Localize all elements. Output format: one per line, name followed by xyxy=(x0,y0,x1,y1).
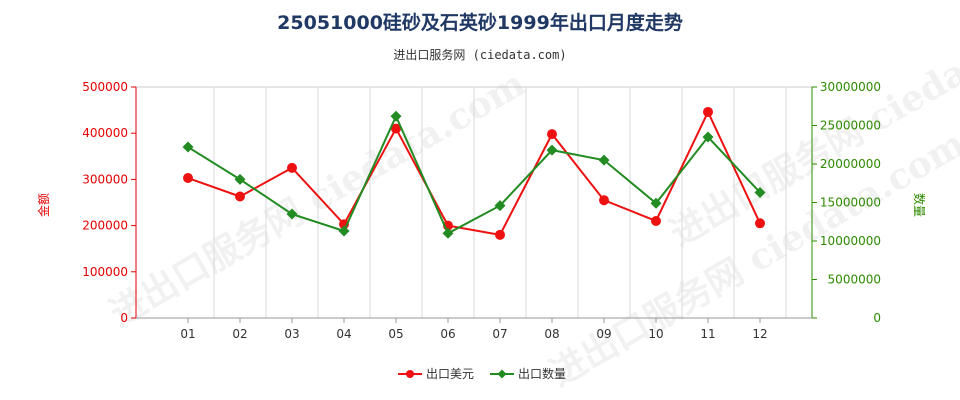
series-1-point xyxy=(183,173,193,184)
y-right-axis-label: 数量 xyxy=(912,193,927,217)
y-left-tick-label: 0 xyxy=(120,311,128,325)
y-right-tick-label: 25000000 xyxy=(820,119,881,133)
series-1-point xyxy=(287,162,297,173)
x-tick-label: 10 xyxy=(648,327,663,341)
x-tick-label: 12 xyxy=(752,327,767,341)
x-tick-label: 05 xyxy=(388,327,403,341)
x-tick-label: 07 xyxy=(492,327,507,341)
series-2-point xyxy=(390,110,402,122)
y-right-tick-label: 0 xyxy=(873,311,881,325)
series-2-point xyxy=(182,141,194,153)
series-1-point xyxy=(755,218,765,229)
x-tick-label: 03 xyxy=(284,327,299,341)
series-2-point xyxy=(702,131,714,143)
legend-label-2: 出口数量 xyxy=(518,366,566,381)
series-line-2 xyxy=(187,113,761,235)
y-right-tick-label: 15000000 xyxy=(820,196,881,210)
series-1-point xyxy=(651,215,661,226)
series-1-point xyxy=(703,106,713,117)
x-tick-label: 08 xyxy=(544,327,559,341)
x-tick-label: 09 xyxy=(596,327,611,341)
x-tick-label: 04 xyxy=(336,327,351,341)
legend-marker-1 xyxy=(406,370,414,378)
chart-title: 25051000硅砂及石英砂1999年出口月度走势 xyxy=(277,12,683,34)
series-2-point xyxy=(234,173,246,185)
y-right-tick-label: 30000000 xyxy=(820,80,881,94)
series-2-point xyxy=(754,186,766,198)
series-2-point xyxy=(598,154,610,166)
x-tick-label: 01 xyxy=(180,327,195,341)
legend-marker-2 xyxy=(497,369,507,379)
series-1-point xyxy=(495,229,505,240)
y-right-tick-label: 5000000 xyxy=(828,273,881,287)
y-right-tick-label: 10000000 xyxy=(820,234,881,248)
legend-label-1: 出口美元 xyxy=(426,367,474,381)
y-right-tick-label: 20000000 xyxy=(820,157,881,171)
y-left-axis-label: 金额 xyxy=(36,193,51,217)
series-2-point xyxy=(286,208,298,220)
series-2-point xyxy=(338,225,350,237)
series-2-point xyxy=(442,227,454,239)
series-2-point xyxy=(494,200,506,212)
series-line-1 xyxy=(187,109,761,236)
x-tick-label: 02 xyxy=(232,327,247,341)
series-1-point xyxy=(235,191,245,202)
y-left-tick-label: 200000 xyxy=(82,219,128,233)
series-1-point xyxy=(547,129,557,140)
series-1-point xyxy=(391,123,401,134)
y-left-tick-label: 400000 xyxy=(82,126,128,140)
y-left-tick-label: 500000 xyxy=(82,80,128,94)
series-2-point xyxy=(650,197,662,209)
series-1-point xyxy=(599,195,609,206)
series-2-point xyxy=(546,144,558,156)
y-left-tick-label: 100000 xyxy=(82,265,128,279)
y-left-tick-label: 300000 xyxy=(82,172,128,186)
x-tick-label: 06 xyxy=(440,327,455,341)
chart-subtitle: 进出口服务网 (ciedata.com) xyxy=(393,48,567,62)
x-tick-label: 11 xyxy=(700,327,715,341)
